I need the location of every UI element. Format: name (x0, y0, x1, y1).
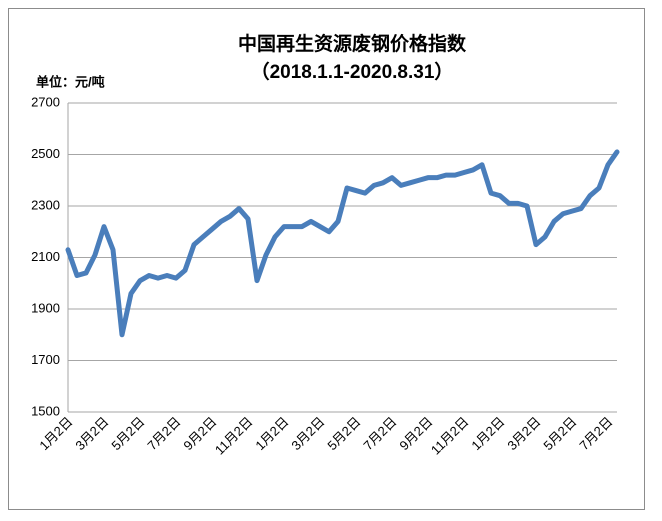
x-tick-label: 1月2日 (36, 414, 75, 453)
y-tick-label: 1700 (31, 352, 60, 367)
y-tick-label: 1500 (31, 403, 60, 418)
x-tick-label: 5月2日 (108, 414, 147, 453)
data-line (65, 149, 620, 338)
y-tick-label: 2300 (31, 197, 60, 212)
x-tick-label: 1月2日 (252, 414, 291, 453)
x-tick-label: 3月2日 (504, 414, 543, 453)
x-tick-label: 7月2日 (576, 414, 615, 453)
x-tick-label: 7月2日 (360, 414, 399, 453)
y-tick-label: 1900 (31, 300, 60, 315)
y-tick-label: 2100 (31, 249, 60, 264)
x-tick-label: 3月2日 (288, 414, 327, 453)
x-tick-label: 1月2日 (468, 414, 507, 453)
chart-subtitle: （2018.1.1-2020.8.31） (251, 60, 454, 83)
x-tick-label: 11月2日 (428, 414, 472, 458)
x-tick-label: 3月2日 (72, 414, 111, 453)
chart-title: 中国再生资源废钢价格指数 (238, 32, 467, 55)
y-tick-label: 2700 (31, 94, 60, 109)
y-tick-label: 2500 (31, 146, 60, 161)
x-tick-label: 5月2日 (540, 414, 579, 453)
y-axis-label: 单位：元/吨 (36, 74, 105, 89)
x-tick-label: 5月2日 (324, 414, 363, 453)
x-tick-label: 11月2日 (212, 414, 256, 458)
chart-border (8, 8, 645, 510)
x-tick-label: 7月2日 (144, 414, 183, 453)
